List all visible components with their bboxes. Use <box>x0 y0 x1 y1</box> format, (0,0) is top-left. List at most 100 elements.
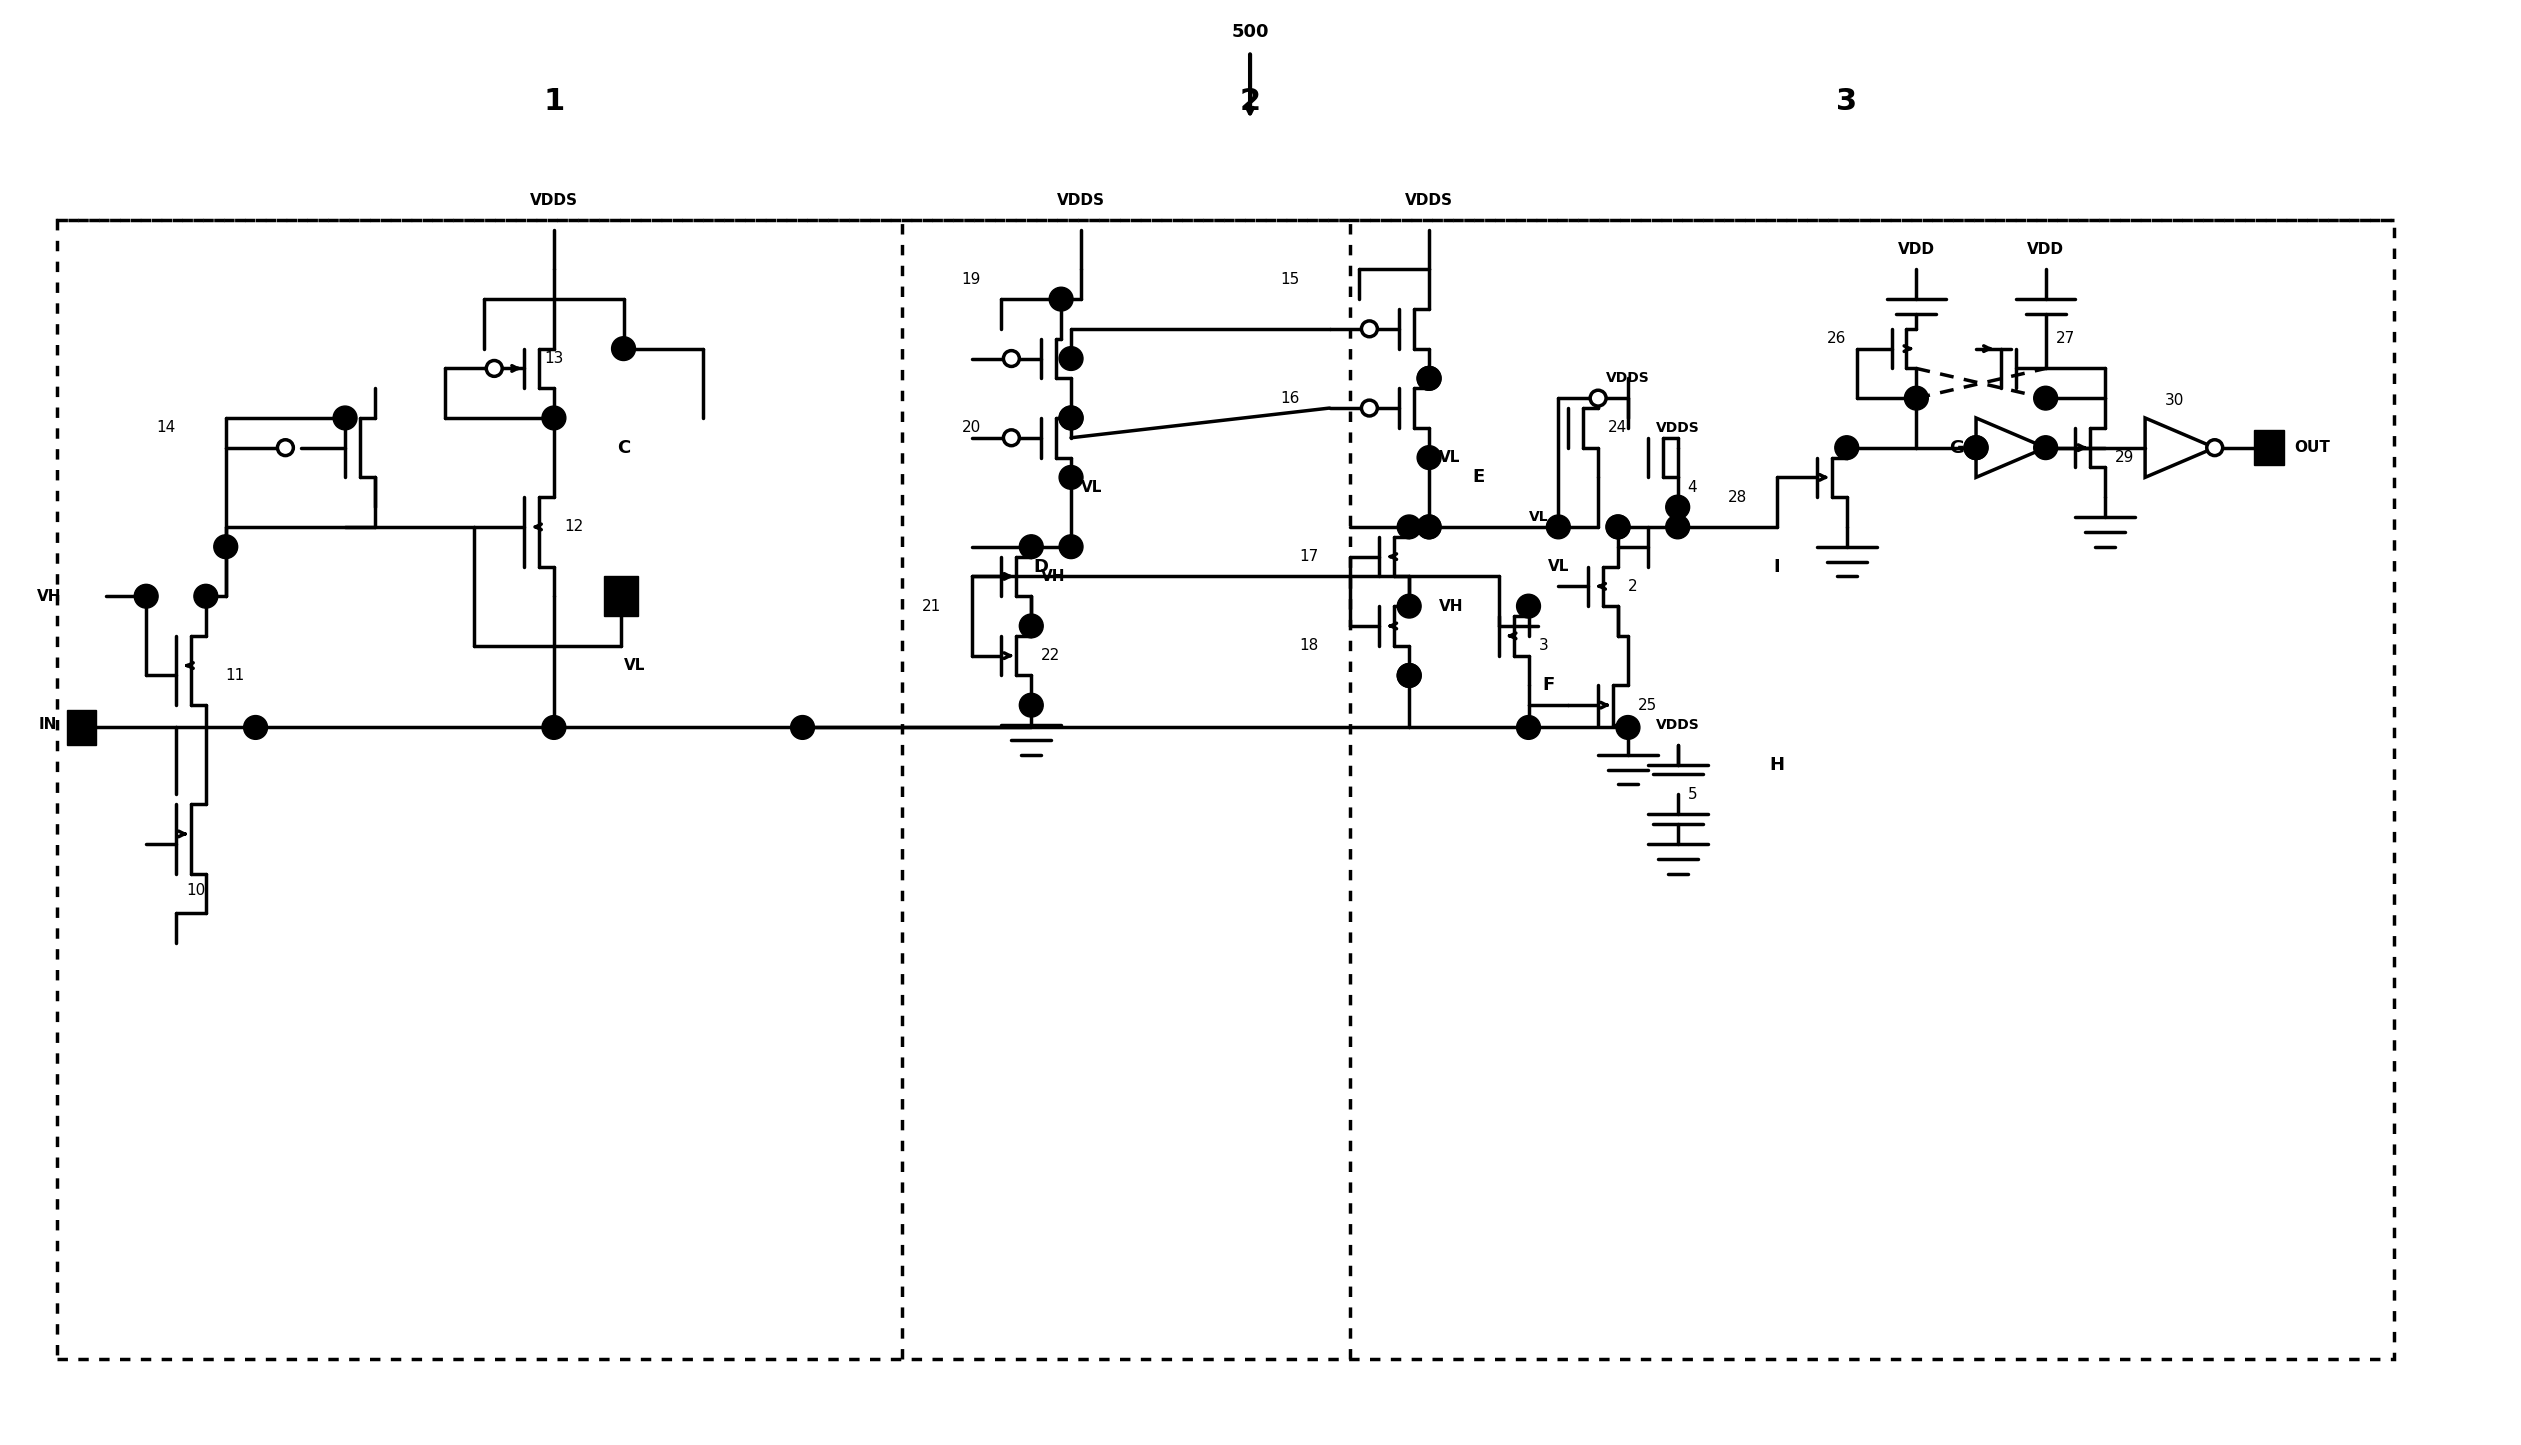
Circle shape <box>1361 321 1376 337</box>
Circle shape <box>1397 594 1422 618</box>
Text: C: C <box>618 439 630 457</box>
Text: VDD: VDD <box>2027 243 2065 257</box>
Text: VDDS: VDDS <box>1656 420 1699 435</box>
Circle shape <box>194 584 217 608</box>
Text: 14: 14 <box>156 420 176 435</box>
Circle shape <box>1397 663 1422 688</box>
Text: 12: 12 <box>565 519 582 535</box>
Circle shape <box>487 360 502 376</box>
Circle shape <box>1606 514 1631 539</box>
Text: 2: 2 <box>1240 87 1260 116</box>
Circle shape <box>1397 663 1422 688</box>
Text: 5: 5 <box>1687 788 1697 802</box>
Circle shape <box>1545 514 1571 539</box>
Text: F: F <box>1543 676 1555 695</box>
Text: 22: 22 <box>1041 649 1061 663</box>
Circle shape <box>1059 347 1084 370</box>
Circle shape <box>1606 514 1631 539</box>
Circle shape <box>613 337 635 360</box>
Circle shape <box>1417 367 1442 390</box>
Circle shape <box>134 584 159 608</box>
Text: VL: VL <box>1528 510 1548 525</box>
Text: VH: VH <box>38 588 61 604</box>
Circle shape <box>214 535 237 559</box>
Bar <box>66 709 96 744</box>
Text: VDDS: VDDS <box>1656 718 1699 733</box>
Circle shape <box>1018 614 1044 637</box>
Circle shape <box>277 439 292 455</box>
Text: 25: 25 <box>1639 698 1656 712</box>
Text: VDD: VDD <box>1898 243 1934 257</box>
Text: 19: 19 <box>961 272 981 286</box>
Text: VH: VH <box>1041 569 1066 584</box>
Text: B: B <box>219 538 232 556</box>
Text: 500: 500 <box>1230 23 1268 40</box>
Text: E: E <box>1472 468 1485 487</box>
Text: 21: 21 <box>923 598 940 614</box>
Text: 10: 10 <box>187 883 204 899</box>
Text: VDDS: VDDS <box>1404 192 1452 208</box>
Text: 28: 28 <box>1727 490 1747 504</box>
Circle shape <box>792 715 814 740</box>
Circle shape <box>1518 594 1540 618</box>
Text: 18: 18 <box>1301 639 1318 653</box>
Circle shape <box>1417 445 1442 470</box>
Circle shape <box>2206 439 2224 455</box>
Text: 15: 15 <box>1281 272 1298 286</box>
Text: 29: 29 <box>2115 449 2135 465</box>
Text: 27: 27 <box>2055 331 2075 347</box>
Bar <box>603 577 638 616</box>
Text: 17: 17 <box>1301 549 1318 564</box>
Text: I: I <box>1775 558 1780 575</box>
Text: H: H <box>1770 756 1785 773</box>
Circle shape <box>1666 496 1689 519</box>
Circle shape <box>1018 694 1044 717</box>
Circle shape <box>1397 514 1422 539</box>
Circle shape <box>1616 715 1639 740</box>
Circle shape <box>1835 436 1858 460</box>
Text: 11: 11 <box>227 668 245 683</box>
Text: VL: VL <box>1082 480 1102 494</box>
Circle shape <box>1003 351 1018 367</box>
Text: 1: 1 <box>545 87 565 116</box>
Circle shape <box>245 715 267 740</box>
Text: VDDS: VDDS <box>529 192 577 208</box>
Circle shape <box>1964 436 1989 460</box>
Text: VL: VL <box>1548 559 1571 574</box>
Circle shape <box>2034 386 2057 410</box>
Circle shape <box>542 406 565 429</box>
Text: 2: 2 <box>1629 579 1639 594</box>
Circle shape <box>1964 436 1989 460</box>
Text: G: G <box>1949 439 1964 457</box>
Text: VL: VL <box>623 657 645 673</box>
Text: 16: 16 <box>1281 390 1298 406</box>
Text: VH: VH <box>1439 598 1465 614</box>
Text: 30: 30 <box>2166 393 2186 407</box>
Text: 20: 20 <box>961 420 981 435</box>
Text: 3: 3 <box>1538 639 1548 653</box>
Text: VDDS: VDDS <box>1606 371 1649 386</box>
Circle shape <box>1003 429 1018 445</box>
Circle shape <box>1049 288 1074 311</box>
Circle shape <box>1417 514 1442 539</box>
Circle shape <box>1059 406 1084 429</box>
Circle shape <box>2034 436 2057 460</box>
Circle shape <box>1018 535 1044 559</box>
Circle shape <box>1591 390 1606 406</box>
Circle shape <box>1666 514 1689 539</box>
Text: OUT: OUT <box>2294 441 2329 455</box>
Text: 13: 13 <box>545 351 562 366</box>
Text: D: D <box>1034 558 1049 575</box>
Circle shape <box>1059 465 1084 490</box>
Text: 3: 3 <box>1835 87 1858 116</box>
Text: VL: VL <box>1439 449 1460 465</box>
Bar <box>2254 431 2284 465</box>
Circle shape <box>1417 367 1442 390</box>
Circle shape <box>542 715 565 740</box>
Circle shape <box>1361 400 1376 416</box>
Circle shape <box>1417 514 1442 539</box>
Circle shape <box>1903 386 1929 410</box>
Circle shape <box>1518 715 1540 740</box>
Text: 24: 24 <box>1608 420 1629 435</box>
Circle shape <box>333 406 358 429</box>
